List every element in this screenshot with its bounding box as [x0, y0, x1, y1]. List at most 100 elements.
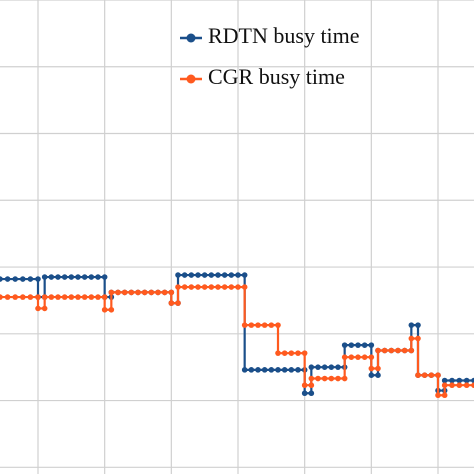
marker: [321, 364, 328, 370]
marker: [308, 364, 315, 370]
marker: [55, 294, 61, 300]
marker: [175, 272, 181, 278]
marker: [20, 276, 26, 282]
marker: [441, 382, 448, 389]
marker: [235, 284, 241, 290]
marker: [368, 365, 375, 372]
marker: [335, 364, 341, 370]
marker: [108, 289, 115, 296]
marker: [295, 350, 301, 356]
legend-swatch: [186, 74, 196, 84]
marker: [35, 276, 41, 282]
marker: [168, 289, 175, 296]
step-line: [0, 285, 474, 397]
marker: [95, 294, 101, 300]
marker: [281, 350, 288, 356]
marker: [228, 284, 235, 290]
marker: [248, 322, 255, 328]
marker: [315, 375, 321, 382]
marker: [95, 274, 101, 280]
marker: [449, 377, 455, 384]
marker: [281, 367, 288, 373]
marker: [375, 347, 381, 354]
marker: [221, 272, 228, 278]
marker: [415, 335, 421, 342]
marker: [161, 289, 168, 296]
marker: [463, 382, 470, 389]
marker: [27, 276, 34, 282]
marker: [175, 300, 181, 306]
marker: [215, 272, 221, 278]
marker: [195, 284, 201, 290]
marker: [335, 375, 341, 382]
marker: [88, 294, 95, 300]
marker: [395, 347, 401, 354]
marker: [308, 375, 315, 382]
marker: [121, 289, 128, 296]
marker: [471, 382, 474, 389]
marker: [75, 274, 81, 280]
marker: [375, 372, 381, 378]
marker: [368, 342, 375, 348]
marker: [41, 274, 48, 280]
marker: [348, 354, 355, 360]
marker: [12, 276, 18, 282]
marker: [361, 342, 368, 348]
marker: [168, 300, 175, 306]
marker: [41, 294, 48, 300]
marker: [268, 322, 275, 328]
marker: [241, 367, 248, 373]
marker: [435, 372, 441, 378]
marker: [75, 294, 81, 300]
marker: [241, 322, 248, 328]
marker: [48, 274, 55, 280]
legend: RDTN busy time CGR busy time: [180, 23, 360, 89]
marker: [88, 274, 95, 280]
marker: [188, 272, 195, 278]
marker: [35, 305, 41, 312]
marker: [421, 372, 428, 378]
marker: [61, 294, 68, 300]
marker: [27, 294, 34, 300]
marker: [228, 272, 235, 278]
marker: [441, 377, 448, 384]
marker: [341, 354, 348, 360]
marker: [175, 284, 181, 290]
marker: [115, 289, 121, 296]
marker: [275, 367, 281, 373]
marker: [456, 377, 463, 384]
marker: [456, 382, 463, 389]
marker: [361, 354, 368, 360]
marker: [215, 284, 221, 290]
marker: [341, 375, 348, 382]
marker: [4, 294, 11, 300]
marker: [181, 284, 188, 290]
marker: [288, 350, 295, 356]
marker: [471, 377, 474, 384]
marker: [408, 335, 415, 342]
marker: [20, 294, 26, 300]
marker: [341, 342, 348, 348]
marker: [435, 392, 441, 399]
marker: [368, 372, 375, 378]
marker: [68, 274, 75, 280]
marker: [301, 350, 308, 356]
marker: [381, 347, 388, 354]
marker: [12, 294, 18, 300]
marker: [181, 272, 188, 278]
marker: [463, 377, 470, 384]
marker: [81, 274, 88, 280]
marker: [208, 284, 215, 290]
marker: [308, 382, 315, 389]
marker: [408, 347, 415, 354]
marker: [321, 375, 328, 382]
marker: [355, 354, 361, 360]
marker: [101, 306, 108, 313]
marker: [108, 306, 115, 313]
marker: [275, 322, 281, 328]
marker: [275, 350, 281, 356]
marker: [368, 354, 375, 360]
marker: [4, 276, 11, 282]
marker: [261, 367, 268, 373]
